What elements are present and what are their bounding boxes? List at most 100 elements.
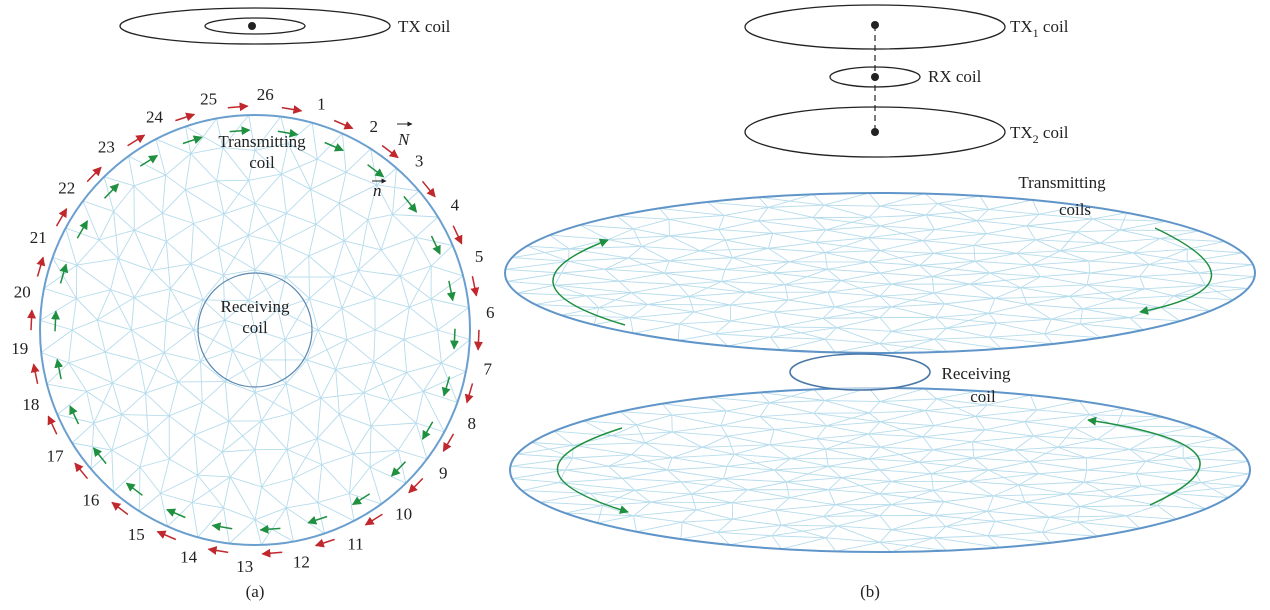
segment-number: 12 xyxy=(293,552,310,571)
mesh-edge xyxy=(105,352,112,383)
mesh-edge xyxy=(198,475,231,477)
mesh-edge xyxy=(349,494,381,504)
mesh-edge xyxy=(619,273,665,281)
mesh-edge xyxy=(223,148,249,181)
mesh-edge xyxy=(672,411,726,415)
mesh-edge xyxy=(191,154,217,181)
mesh-edge xyxy=(1032,261,1090,265)
mesh-edge xyxy=(1194,470,1249,474)
mesh-edge xyxy=(1070,296,1117,299)
mesh-edge xyxy=(224,214,249,235)
mesh-edge xyxy=(732,490,747,503)
mesh-edge xyxy=(923,437,973,442)
mesh-edge xyxy=(370,467,381,504)
mesh-edge xyxy=(353,426,371,454)
mesh-edge xyxy=(580,225,633,229)
mesh-edge xyxy=(255,243,280,270)
mesh-edge xyxy=(169,435,194,459)
mesh-edge xyxy=(1038,470,1086,474)
mesh-edge xyxy=(192,475,197,503)
mesh-edge xyxy=(786,478,841,482)
mesh-edge xyxy=(672,415,673,432)
mesh-edge xyxy=(973,442,1015,450)
mesh-edge xyxy=(416,391,423,423)
mesh-edge xyxy=(598,516,634,523)
mesh-edge xyxy=(1019,485,1067,494)
mesh-edge xyxy=(1120,230,1160,238)
mesh-edge xyxy=(759,197,824,205)
mesh-edge xyxy=(122,415,170,416)
mesh-edge xyxy=(322,454,353,465)
mesh-edge xyxy=(535,304,599,307)
mesh-edge xyxy=(891,284,934,293)
mesh-edge xyxy=(689,297,730,305)
mesh-edge xyxy=(255,450,262,487)
mesh-edge xyxy=(1087,461,1146,470)
mesh-edge xyxy=(785,285,828,292)
mesh-edge xyxy=(945,298,995,304)
mesh-edge xyxy=(868,230,934,238)
mesh-edge xyxy=(113,361,140,383)
mesh-edge xyxy=(390,401,416,423)
current-arrow xyxy=(308,517,327,523)
mesh-edge xyxy=(217,148,223,181)
mesh-edge xyxy=(724,479,787,482)
mesh-edge xyxy=(977,221,1027,226)
mesh-edge xyxy=(134,298,166,321)
mesh-edge xyxy=(416,237,432,266)
mesh-edge xyxy=(817,426,827,439)
mesh-edge xyxy=(679,312,693,324)
mesh-edge xyxy=(1027,304,1082,308)
mesh-edge xyxy=(828,262,870,269)
mesh-edge xyxy=(164,321,166,353)
mesh-edge xyxy=(609,466,668,470)
mesh-edge xyxy=(1045,334,1053,344)
mesh-edge xyxy=(934,416,976,425)
mesh-edge xyxy=(132,298,135,330)
mesh-edge xyxy=(169,459,197,475)
mesh-edge xyxy=(1019,482,1084,485)
mesh-edge xyxy=(1201,474,1250,483)
mesh-edge xyxy=(746,285,785,293)
mesh-edge xyxy=(139,467,140,511)
mesh-edge xyxy=(634,510,697,516)
mesh-edge xyxy=(781,525,837,526)
mesh-edge xyxy=(694,305,731,312)
mesh-edge xyxy=(77,259,119,266)
mesh-edge xyxy=(166,175,186,190)
segment-number: 23 xyxy=(98,138,115,157)
mesh-edge xyxy=(1157,505,1176,519)
mesh-edge xyxy=(633,219,669,229)
mesh-edge xyxy=(186,127,223,148)
mesh-edge xyxy=(201,350,233,361)
mesh-edge xyxy=(619,281,678,284)
mesh-edge xyxy=(988,521,995,535)
mesh-edge xyxy=(1136,474,1141,487)
mesh-edge xyxy=(339,393,363,415)
mesh-edge xyxy=(1049,517,1078,522)
mesh-edge xyxy=(281,174,286,213)
mesh-edge xyxy=(321,393,364,398)
mesh-edge xyxy=(682,522,717,532)
mesh-edge xyxy=(829,490,835,505)
mesh-edge xyxy=(869,459,880,470)
mesh-edge xyxy=(995,521,1042,532)
mesh-edge xyxy=(880,284,891,296)
mesh-edge xyxy=(318,465,322,503)
mesh-edge xyxy=(721,281,784,284)
mesh-edge xyxy=(339,172,346,203)
mesh-edge xyxy=(603,505,634,515)
mesh-edge xyxy=(152,270,171,288)
mesh-edge xyxy=(826,447,880,449)
mesh-edge xyxy=(229,421,255,450)
mesh-edge xyxy=(318,330,336,369)
mesh-edge xyxy=(775,470,842,478)
mesh-edge xyxy=(255,392,261,421)
mesh-edge xyxy=(679,324,715,334)
mesh-edge xyxy=(935,339,1001,349)
mesh-edge xyxy=(255,520,261,545)
mesh-edge xyxy=(790,449,825,458)
mesh-edge xyxy=(760,392,769,402)
mesh-edge xyxy=(517,293,586,296)
mesh-edge xyxy=(721,270,724,282)
